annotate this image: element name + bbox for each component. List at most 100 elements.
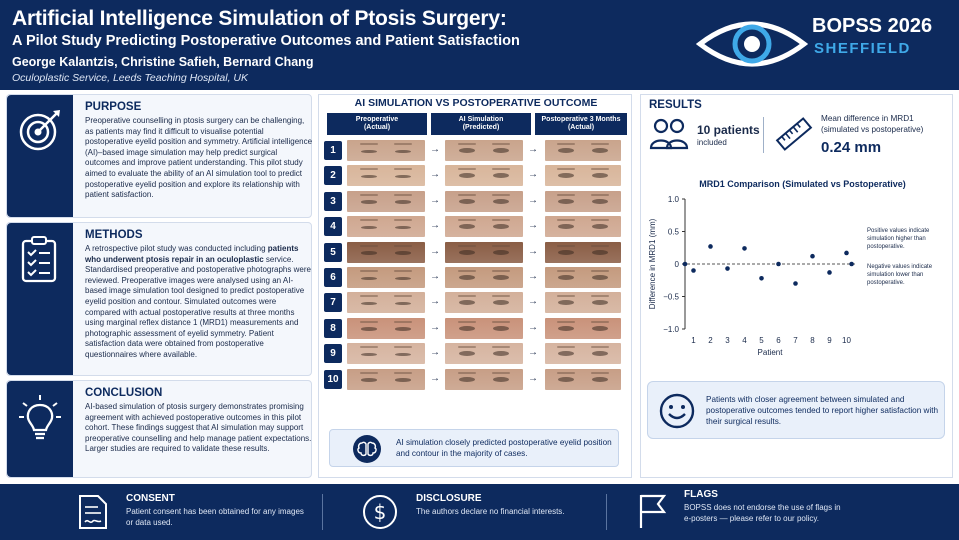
y-tick-label: −1.0 (663, 325, 679, 334)
eye (360, 378, 377, 382)
eyebrow (590, 143, 609, 145)
eyebrow (359, 168, 378, 171)
eye (591, 148, 608, 153)
row-number-7: 7 (324, 293, 342, 313)
arrow-icon: → (528, 372, 538, 384)
arrow-icon: → (528, 296, 538, 308)
row-number-1: 1 (324, 141, 342, 160)
eyebrow (394, 168, 413, 171)
row-number-8: 8 (324, 318, 342, 338)
eye (360, 301, 377, 306)
data-point (725, 266, 730, 271)
eyebrow (557, 270, 576, 272)
postoperative-photo-9 (545, 343, 621, 365)
postoperative-photo-3 (545, 190, 621, 212)
arrow-icon: → (430, 321, 440, 333)
col-header-ai-line2: (Predicted) (462, 124, 500, 131)
eye (591, 224, 608, 230)
eye (360, 352, 377, 357)
eye (493, 376, 510, 382)
data-point (759, 276, 764, 281)
eye (558, 300, 575, 306)
flag-icon (639, 494, 667, 528)
eye (360, 276, 377, 280)
eye (558, 351, 575, 357)
eyebrow (557, 371, 576, 374)
eyebrow (359, 244, 378, 247)
eyebrow (359, 320, 378, 323)
logo-text-sheffield: SHEFFIELD (814, 40, 911, 57)
y-tick-label: 1.0 (668, 195, 680, 204)
preoperative-photo-4 (347, 216, 425, 238)
eye (458, 148, 475, 153)
preoperative-photo-8 (347, 317, 425, 339)
eye (395, 378, 412, 382)
disclosure-title: DISCLOSURE (416, 493, 482, 504)
clipboard-checklist-icon (21, 236, 57, 283)
brain-icon (353, 435, 381, 463)
arrow-icon: → (528, 194, 538, 206)
postoperative-photo-1 (545, 140, 621, 161)
ai-simulation-photo-5 (445, 241, 523, 263)
eyebrow (394, 295, 413, 298)
ai-simulation-photo-8 (445, 317, 523, 339)
eye (493, 198, 510, 204)
eyebrow (492, 143, 511, 145)
negative-values-note: Negative values indicate simulation lowe… (867, 264, 933, 286)
eye (458, 376, 475, 382)
results-title: RESULTS (649, 99, 702, 111)
eye (493, 249, 510, 255)
methods-body: A retrospective pilot study was conducte… (85, 244, 313, 361)
eyebrow (557, 193, 576, 196)
patients-label: included (697, 138, 727, 147)
logo-text-bopss: BOPSS 2026 (812, 15, 933, 37)
row-number-10: 10 (324, 369, 342, 389)
footer-divider-2 (606, 494, 607, 530)
eyebrow (457, 168, 476, 171)
eye (395, 200, 412, 204)
eye (591, 351, 608, 357)
x-tick-label: 10 (842, 336, 851, 345)
eyebrow (359, 371, 378, 374)
chart-title: MRD1 Comparison (Simulated vs Postoperat… (699, 179, 906, 189)
poster-subtitle: A Pilot Study Predicting Postoperative O… (12, 33, 520, 49)
eye (360, 225, 377, 230)
poster-title: Artificial Intelligence Simulation of Pt… (12, 7, 507, 30)
comparison-note-text: AI simulation closely predicted postoper… (396, 438, 612, 458)
eyebrow (457, 371, 476, 374)
eyebrow (590, 346, 609, 349)
conclusion-body: AI-based simulation of ptosis surgery de… (85, 402, 312, 454)
consent-text: Patient consent has been obtained for an… (126, 507, 304, 527)
eye (493, 300, 510, 306)
mrd1-value: 0.24 mm (821, 139, 882, 156)
eye (458, 300, 475, 306)
eye (493, 148, 510, 153)
eyebrow (557, 320, 576, 323)
row-number-5: 5 (324, 242, 342, 262)
row-number-6: 6 (324, 268, 342, 287)
ai-simulation-photo-9 (445, 343, 523, 365)
conclusion-title: CONCLUSION (85, 387, 163, 399)
x-tick-label: 3 (725, 336, 730, 345)
data-point (793, 281, 798, 286)
arrow-icon: → (528, 245, 538, 257)
data-point (776, 261, 781, 267)
conclusion-icon-panel (7, 381, 73, 477)
eye (591, 173, 608, 179)
x-tick-label: 7 (793, 336, 798, 345)
col-header-ai-simulation: AI Simulation (Predicted) (431, 113, 531, 135)
eye (395, 225, 412, 230)
row-number-9: 9 (324, 344, 342, 364)
postoperative-photo-5 (545, 241, 621, 263)
data-point (742, 246, 747, 251)
document-signature-icon (79, 495, 107, 529)
x-tick-label: 2 (708, 336, 713, 345)
x-tick-label: 6 (776, 336, 781, 345)
eye (558, 275, 575, 280)
preoperative-photo-2 (347, 165, 425, 187)
eye (558, 173, 575, 179)
eyebrow (492, 320, 511, 323)
y-tick-label: 0.5 (668, 228, 680, 237)
eyebrow (394, 371, 413, 374)
smiley-face-icon (659, 393, 695, 429)
